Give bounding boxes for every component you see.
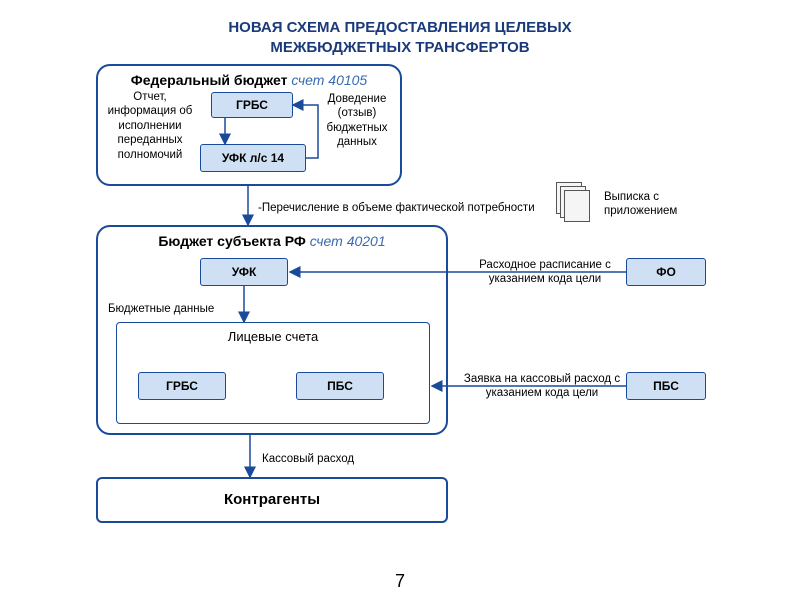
label-dovedenie: Доведение (отзыв) бюджетных данных [314,92,400,150]
node-pbs-subject: ПБС [296,372,384,400]
label-report: Отчет, информация об исполнении переданн… [100,90,200,162]
subject-acct: счет 40201 [310,233,386,249]
node-grbs-federal: ГРБС [211,92,293,118]
label-budget-data: Бюджетные данные [108,302,214,316]
node-grbs-subject-label: ГРБС [166,379,198,393]
node-ufk-label: УФК [232,265,257,279]
panel-accounts-title: Лицевые счета [117,323,429,344]
node-pbs-external-label: ПБС [653,379,679,393]
title-line-2: МЕЖБЮДЖЕТНЫХ ТРАНСФЕРТОВ [270,39,529,56]
federal-title-prefix: Федеральный бюджет [131,72,292,88]
diagram-title: НОВАЯ СХЕМА ПРЕДОСТАВЛЕНИЯ ЦЕЛЕВЫХ МЕЖБЮ… [0,18,800,57]
node-fo: ФО [626,258,706,286]
node-ufk14-label: УФК л/с 14 [222,151,284,165]
node-pbs-external: ПБС [626,372,706,400]
node-ufk14: УФК л/с 14 [200,144,306,172]
container-counterparties: Контрагенты [96,477,448,523]
node-fo-label: ФО [656,265,676,279]
label-raskhod-raspisanie: Расходное расписание с указанием кода це… [460,258,630,287]
container-federal-title: Федеральный бюджет счет 40105 [98,72,400,88]
label-zayavka: Заявка на кассовый расход с указанием ко… [452,372,632,401]
label-perechislenie: -Перечисление в объеме фактической потре… [258,201,558,215]
title-line-1: НОВАЯ СХЕМА ПРЕДОСТАВЛЕНИЯ ЦЕЛЕВЫХ [228,19,571,36]
node-pbs-subject-label: ПБС [327,379,353,393]
page-number: 7 [0,571,800,592]
counterparties-label: Контрагенты [224,491,320,508]
federal-acct: счет 40105 [291,72,367,88]
node-grbs-subject: ГРБС [138,372,226,400]
node-ufk: УФК [200,258,288,286]
container-subject-title: Бюджет субъекта РФ счет 40201 [98,233,446,249]
label-kassovy: Кассовый расход [262,452,354,466]
label-vypiska: Выписка с приложением [604,190,704,219]
node-grbs-federal-label: ГРБС [236,98,268,112]
subject-title-prefix: Бюджет субъекта РФ [158,233,309,249]
